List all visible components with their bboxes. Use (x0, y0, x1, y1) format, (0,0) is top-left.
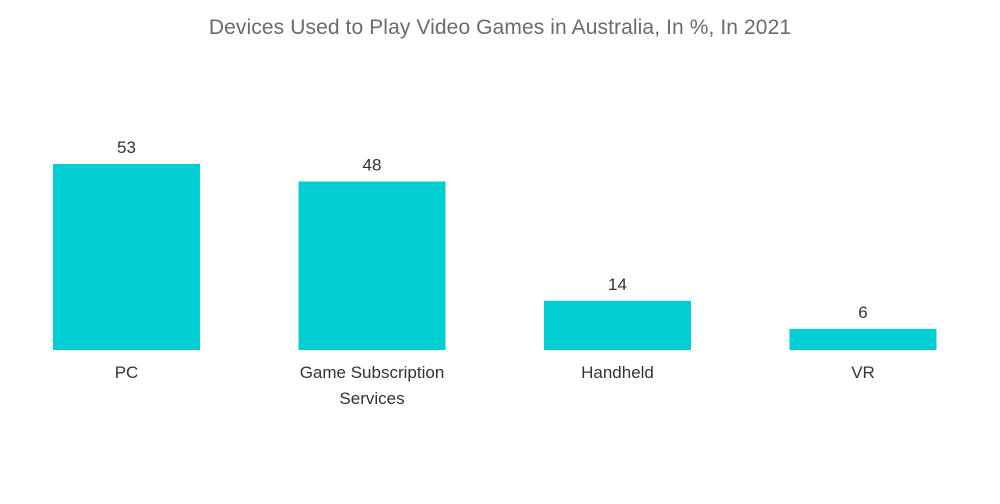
data-label: 14 (608, 275, 627, 294)
data-label: 53 (117, 138, 136, 157)
data-label: 48 (363, 156, 382, 175)
bar-handheld (544, 300, 691, 350)
bar-pc (53, 164, 200, 350)
category-label: Services (339, 389, 404, 408)
bar-vr (789, 328, 937, 350)
data-label: 6 (858, 303, 867, 322)
category-label: Handheld (581, 363, 654, 382)
bar-game-subscription-services (298, 181, 446, 350)
category-label: VR (851, 363, 875, 382)
chart-title: Devices Used to Play Video Games in Aust… (208, 16, 792, 39)
category-label: PC (115, 363, 139, 382)
category-label: Game Subscription (300, 363, 445, 382)
